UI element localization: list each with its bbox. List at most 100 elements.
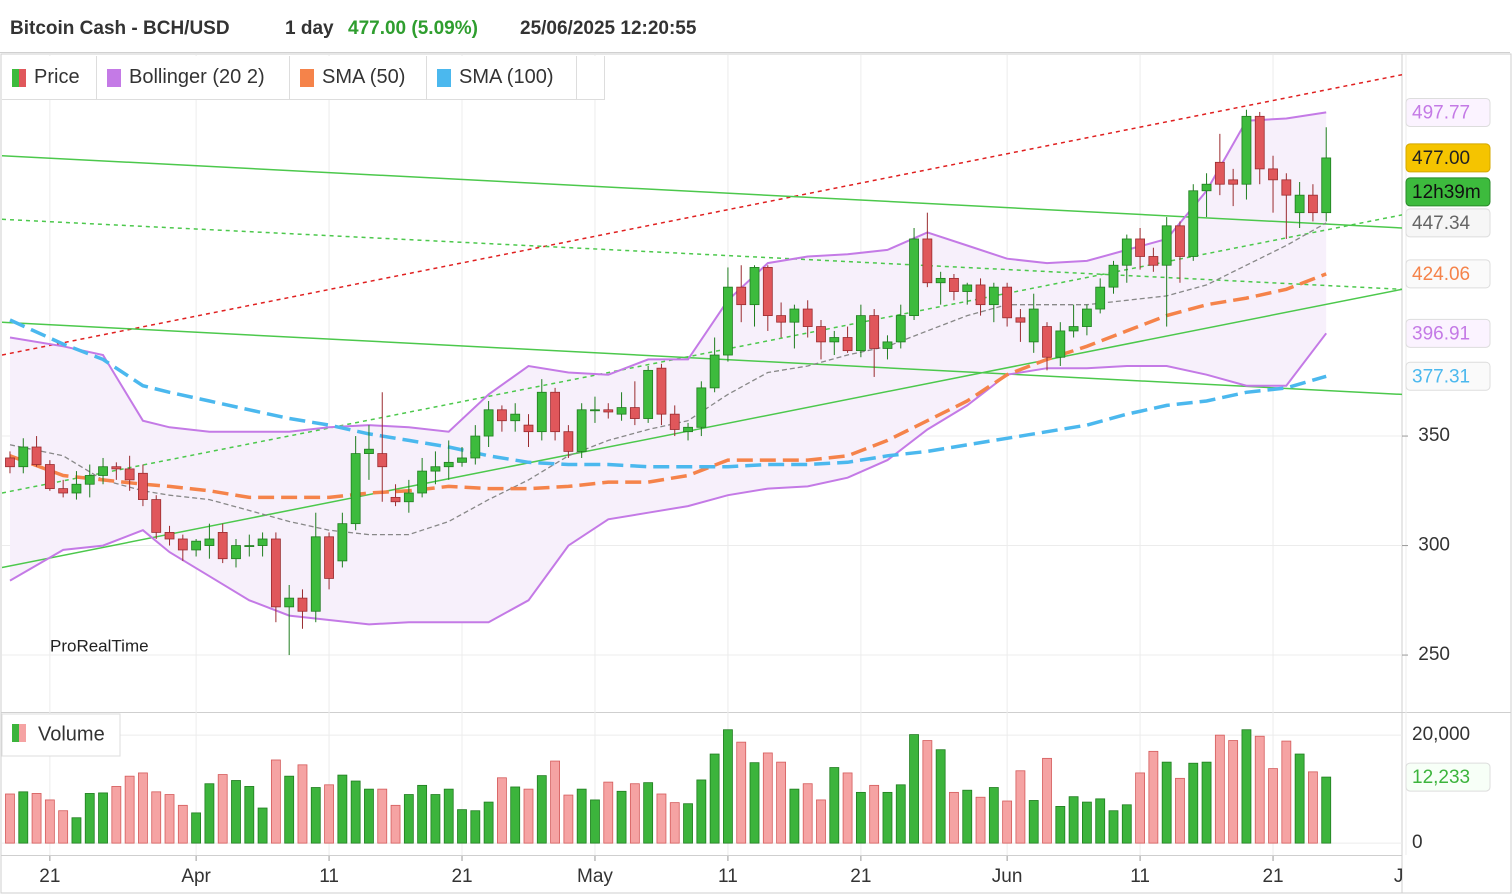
volume-bar — [270, 759, 281, 844]
candle-body — [1254, 115, 1265, 170]
candle-body — [470, 435, 481, 459]
candle-body — [736, 286, 747, 306]
candle-body — [895, 315, 906, 343]
candle-body — [324, 536, 334, 579]
candle-body — [111, 466, 122, 470]
volume-bar — [603, 781, 614, 844]
candle-body — [1308, 194, 1318, 214]
value-tag — [1405, 208, 1491, 238]
value-tag-label: 424.06 — [1412, 264, 1470, 285]
trendline — [2, 214, 1402, 494]
legend-item[interactable]: Bollinger (20 2) — [97, 56, 290, 100]
volume-bar — [789, 788, 800, 844]
candle-body — [443, 461, 454, 468]
frame — [0, 53, 1512, 894]
candle-body — [177, 538, 188, 551]
candle-body — [1321, 157, 1332, 214]
volume-bar — [1188, 762, 1199, 844]
legend-label: SMA (100) — [459, 66, 554, 88]
candle-body — [696, 387, 707, 428]
candle-body — [98, 466, 108, 476]
volume-bar — [337, 774, 348, 844]
x-tick-label: Jun — [992, 866, 1023, 887]
volume-bar — [430, 794, 441, 844]
candle-body — [656, 367, 667, 415]
volume-bar — [749, 762, 760, 844]
candle-body — [523, 424, 534, 433]
candle-body — [164, 532, 175, 540]
volume-legend[interactable] — [1, 713, 121, 757]
candle-body — [1268, 168, 1278, 181]
candle-body — [629, 407, 640, 419]
volume-bar — [71, 817, 82, 844]
volume-bar — [443, 788, 454, 844]
bollinger-upper — [9, 111, 1327, 433]
value-tag — [1405, 762, 1491, 792]
candle-body — [909, 238, 919, 317]
value-tag — [1405, 97, 1491, 127]
value-tag — [1405, 143, 1491, 173]
candle-body — [1228, 179, 1239, 185]
candle-body — [1148, 256, 1159, 266]
volume-bar — [377, 788, 388, 844]
volume-bar — [629, 783, 640, 844]
volume-bar — [1201, 761, 1212, 844]
volume-bar — [1002, 800, 1013, 844]
candle-body — [802, 308, 813, 327]
volume-bar — [882, 791, 893, 844]
title: Bitcoin Cash - BCH/USD — [10, 18, 230, 39]
trendline — [2, 154, 1402, 229]
candle-body — [935, 277, 946, 284]
watermark: ProRealTime — [50, 636, 149, 655]
candle-body — [776, 315, 787, 323]
volume-bar — [563, 794, 574, 844]
x-tick-label: 11 — [718, 866, 738, 887]
countdown-tag — [1405, 177, 1491, 207]
volume-bar — [723, 729, 733, 844]
volume-bar — [177, 804, 188, 844]
volume-bar — [1028, 800, 1039, 844]
candle-body — [855, 315, 866, 352]
legend-swatch — [107, 68, 121, 87]
volume-bar — [1042, 757, 1052, 844]
legend-item[interactable]: Price — [2, 56, 97, 100]
volume-bar — [5, 793, 15, 844]
x-tick-label: Jul — [1394, 866, 1418, 887]
volume-bar — [124, 775, 135, 844]
candle-body — [124, 468, 135, 481]
value-tag-label: 497.77 — [1412, 102, 1470, 123]
candle-body — [204, 538, 215, 546]
candle-body — [350, 453, 361, 525]
volume-bar — [244, 786, 255, 844]
trendline — [2, 218, 1402, 291]
candle-body — [231, 545, 241, 560]
volume-bar — [855, 791, 866, 844]
interval: 1 day — [285, 18, 334, 39]
legend-item[interactable]: SMA (100) — [427, 56, 577, 100]
candle-body — [616, 407, 627, 415]
legend-spacer — [577, 56, 605, 100]
volume-bar — [310, 787, 321, 844]
candle-body — [430, 466, 441, 472]
bollinger-fill — [9, 112, 1327, 625]
volume-bar — [550, 760, 560, 844]
bollinger-middle — [9, 222, 1327, 536]
volume-bar — [736, 741, 747, 844]
volume-bar — [816, 799, 826, 844]
volume-bar — [709, 753, 720, 844]
candle-body — [762, 267, 773, 317]
volume-bar — [31, 793, 42, 844]
candle-body — [1201, 183, 1212, 192]
candle-body — [536, 391, 547, 433]
volume-bar — [1095, 798, 1106, 844]
candle-body — [922, 238, 933, 284]
volume-bar — [988, 787, 999, 844]
candle-body — [364, 448, 374, 454]
volume-bar — [417, 784, 428, 844]
volume-bar — [1214, 734, 1225, 844]
candle-body — [217, 532, 228, 560]
value-tag-label: 396.91 — [1412, 323, 1470, 344]
legend-item[interactable]: SMA (50) — [290, 56, 427, 100]
volume-bar — [669, 802, 680, 844]
